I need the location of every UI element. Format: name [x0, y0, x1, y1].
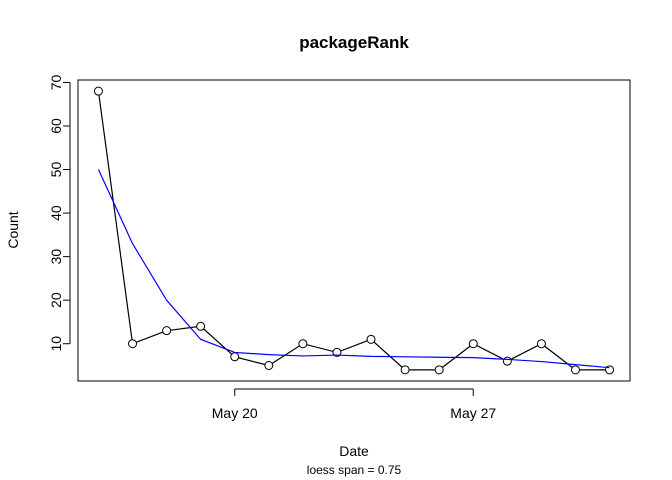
point — [570, 365, 580, 375]
x-tick-label: May 27 — [450, 405, 496, 421]
subtitle: loess span = 0.75 — [307, 463, 402, 477]
y-tick-label: 30 — [48, 249, 64, 265]
x-tick-label: May 20 — [212, 405, 258, 421]
point — [434, 365, 444, 375]
point — [196, 321, 206, 331]
point — [264, 360, 274, 370]
plot-box — [77, 79, 631, 382]
point — [332, 347, 342, 357]
point — [128, 339, 138, 349]
point — [502, 356, 512, 366]
data-line — [97, 91, 610, 371]
y-tick-label: 70 — [48, 74, 64, 90]
y-tick-label: 60 — [48, 118, 64, 134]
point — [468, 339, 478, 349]
point — [230, 352, 240, 362]
y-tick-label: 40 — [48, 205, 64, 221]
y-tick-label: 10 — [48, 336, 64, 352]
y-tick-label: 50 — [48, 162, 64, 178]
point — [400, 365, 410, 375]
y-axis-label: Count — [5, 211, 21, 248]
chart-title: packageRank — [299, 33, 409, 52]
point — [366, 334, 376, 344]
point — [298, 339, 308, 349]
loess-line — [97, 169, 610, 369]
y-tick-label: 20 — [48, 292, 64, 308]
point — [93, 86, 103, 96]
x-axis-label: Date — [339, 443, 369, 459]
point — [162, 326, 172, 336]
point — [536, 339, 546, 349]
